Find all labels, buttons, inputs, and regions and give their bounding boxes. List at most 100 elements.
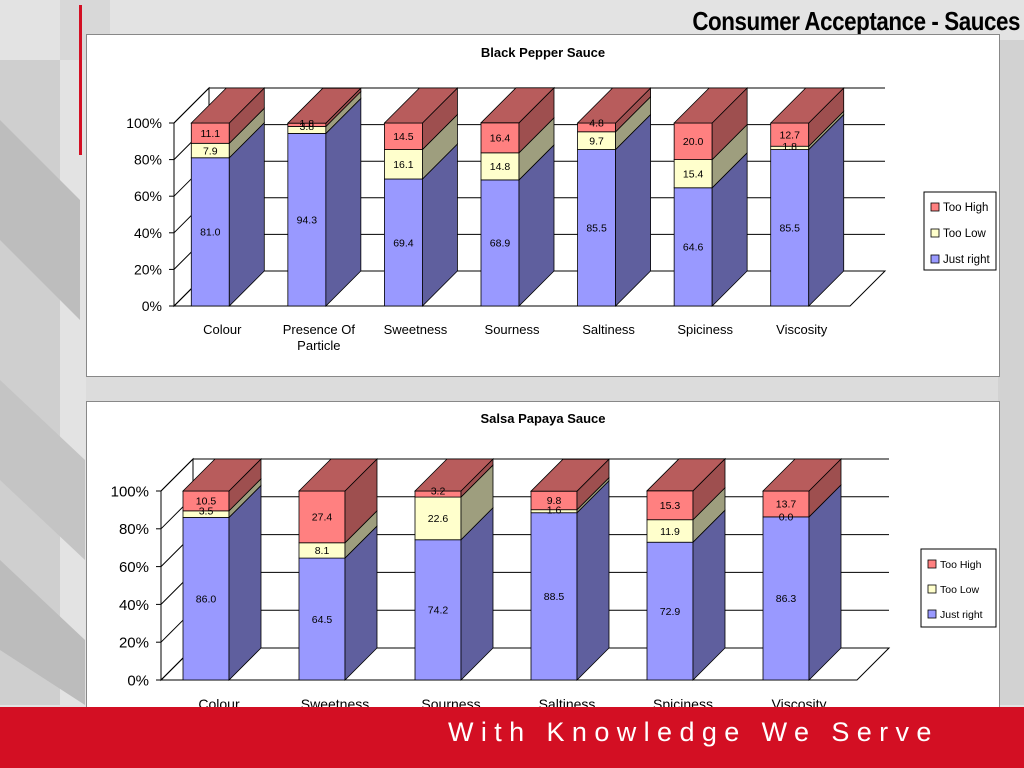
category-label-sweetness: Sweetness — [384, 322, 448, 337]
bar-sweetness-top — [383, 87, 459, 124]
bar-viscosity-just-right-side — [808, 483, 842, 681]
chart-0-ytick-label: 40% — [134, 225, 162, 241]
data-label-saltiness-just-right: 85.5 — [586, 223, 607, 235]
legend-swatch-too-low — [930, 228, 940, 238]
data-label-sweetness-too-low: 8.1 — [315, 545, 330, 557]
data-label-viscosity-too-low: 0.0 — [779, 512, 794, 524]
bar-sourness-just-right — [414, 539, 462, 681]
data-label-spiciness-just-right: 72.9 — [660, 606, 681, 618]
data-label-sourness-too-high: 16.4 — [490, 133, 511, 145]
chart-1-ytick-label: 40% — [119, 597, 149, 614]
data-label-viscosity-too-high: 13.7 — [776, 499, 797, 511]
chart-1-title: Salsa Papaya Sauce — [480, 411, 605, 426]
chart-0-ytick-label: 80% — [134, 152, 162, 168]
category-label-presence-of-particle: Presence Of — [283, 322, 356, 337]
data-label-saltiness-too-high: 9.8 — [547, 495, 562, 507]
data-label-sourness-just-right: 68.9 — [490, 238, 511, 250]
data-label-spiciness-too-high: 20.0 — [683, 136, 704, 148]
bar-presence-of-particle-top — [286, 87, 362, 124]
bar-sourness-too-low — [414, 496, 462, 541]
chart-0-title: Black Pepper Sauce — [481, 45, 605, 60]
chart-0-ytick-label: 100% — [126, 115, 162, 131]
data-label-saltiness-too-high: 4.8 — [589, 118, 604, 130]
data-label-saltiness-just-right: 88.5 — [544, 591, 565, 603]
bar-saltiness-top — [530, 458, 610, 492]
legend-swatch-just-right — [930, 254, 940, 264]
data-label-saltiness-too-low: 1.6 — [547, 504, 562, 516]
data-label-sweetness-too-low: 16.1 — [393, 159, 414, 171]
category-label-saltiness: Saltiness — [582, 322, 635, 337]
chart-1-ytick-label: 0% — [127, 672, 149, 689]
legend-label-too-low: Too Low — [940, 584, 980, 596]
chart-0-legend: Too High Too Low Just right — [923, 191, 997, 271]
data-label-sourness-too-high: 3.2 — [431, 486, 446, 498]
data-label-sweetness-just-right: 69.4 — [393, 237, 414, 249]
bar-spiciness-top — [646, 458, 726, 492]
legend-swatch-too-high — [927, 559, 937, 569]
legend-label-too-low: Too Low — [943, 228, 987, 240]
data-label-viscosity-too-low: 1.8 — [782, 141, 797, 153]
chart-0-ytick-label: 0% — [142, 298, 162, 314]
data-label-sourness-too-low: 14.8 — [490, 161, 511, 173]
chart-1-ytick-label: 20% — [119, 635, 149, 652]
bar-sweetness-just-right — [384, 178, 423, 307]
bar-saltiness-just-right — [530, 512, 578, 681]
bar-colour-top — [190, 87, 266, 124]
data-label-sweetness-just-right: 64.5 — [312, 614, 333, 626]
legend-label-just-right: Just right — [943, 254, 990, 266]
data-label-spiciness-too-high: 15.3 — [660, 500, 681, 512]
legend-swatch-too-low — [927, 584, 937, 594]
data-label-presence-of-particle-just-right: 94.3 — [297, 214, 318, 226]
data-label-viscosity-just-right: 85.5 — [779, 223, 800, 235]
chart-0-ytick-label: 20% — [134, 261, 162, 277]
bar-viscosity-just-right — [770, 149, 810, 307]
chart-0-ytick-label: 60% — [134, 188, 162, 204]
data-label-sweetness-too-high: 14.5 — [393, 131, 414, 143]
data-label-colour-too-high: 11.1 — [200, 128, 220, 140]
category-label-presence-of-particle: Particle — [297, 338, 340, 353]
data-label-colour-too-low: 3.5 — [199, 506, 214, 518]
data-label-sweetness-too-high: 27.4 — [312, 512, 333, 524]
data-label-sourness-just-right: 74.2 — [428, 605, 449, 617]
chart-1-legend: Too High Too Low Just right — [920, 548, 997, 628]
black-pepper-sauce-chart-svg: Black Pepper Sauce 0% 20% 40% 60% 80% 100% 81.0… — [126, 45, 997, 353]
category-label-spiciness: Spiciness — [677, 322, 733, 337]
category-label-colour: Colour — [203, 322, 242, 337]
footer-slogan: With Knowledge We Serve — [448, 717, 939, 747]
data-label-colour-too-low: 7.9 — [203, 145, 218, 157]
data-label-sourness-too-low: 22.6 — [428, 513, 449, 525]
legend-swatch-too-high — [930, 202, 940, 212]
salsa-papaya-sauce-chart: Salsa Papaya Sauce 0% 20% 40% 60% 80% 100% 86.0… — [86, 401, 1000, 725]
salsa-papaya-sauce-chart-svg: Salsa Papaya Sauce 0% 20% 40% 60% 80% 100% 86.0… — [111, 411, 997, 712]
bar-colour-just-right-side — [228, 484, 262, 681]
bar-colour-just-right — [190, 157, 230, 307]
bar-saltiness-top — [576, 87, 652, 124]
category-label-viscosity: Viscosity — [776, 322, 828, 337]
legend-swatch-just-right — [927, 609, 937, 619]
bar-sweetness-top — [298, 458, 378, 492]
bar-spiciness-top — [673, 87, 749, 124]
chart-1-ytick-label: 100% — [111, 483, 149, 500]
data-label-viscosity-too-high: 12.7 — [779, 129, 800, 141]
bar-viscosity-just-right — [762, 516, 810, 681]
bar-sourness-top — [480, 87, 555, 124]
bar-spiciness-just-right — [646, 541, 694, 681]
chart-1-gridline — [160, 458, 889, 492]
chart-0-gridline — [173, 87, 885, 124]
data-label-saltiness-too-low: 9.7 — [589, 135, 604, 147]
bar-viscosity-top — [762, 458, 842, 492]
legend-label-just-right: Just right — [940, 609, 983, 621]
data-label-colour-just-right: 81.0 — [200, 227, 221, 239]
bar-viscosity-top — [769, 87, 845, 124]
bar-spiciness-too-high — [646, 490, 694, 521]
bar-saltiness-just-right — [577, 149, 616, 307]
data-label-spiciness-too-low: 11.9 — [660, 526, 680, 538]
bar-presence-of-particle-just-right-side — [325, 97, 362, 307]
footer-band — [0, 707, 1024, 768]
chart-0-plot: Black Pepper Sauce 0% 20% 40% 60% 80% 100% 81.0… — [126, 45, 887, 353]
bar-sweetness-too-low — [384, 149, 423, 180]
bar-viscosity-too-high — [762, 490, 810, 518]
bar-spiciness-too-low — [673, 159, 713, 189]
bar-sourness-top — [414, 458, 494, 492]
bar-saltiness-just-right-side — [576, 479, 610, 681]
